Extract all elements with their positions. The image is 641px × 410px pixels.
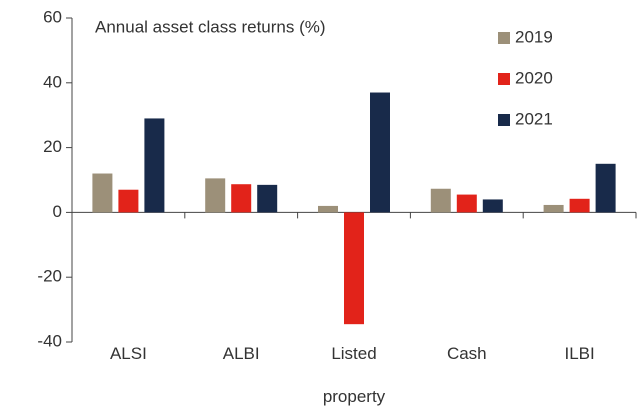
legend-swatch: [498, 32, 510, 44]
legend-swatch: [498, 114, 510, 126]
y-tick-label: -20: [37, 267, 62, 286]
chart-title: Annual asset class returns (%): [95, 17, 326, 36]
bar: [231, 184, 252, 213]
bar: [595, 163, 616, 213]
x-tick-label: ALSI: [109, 344, 147, 363]
bar: [144, 118, 165, 213]
legend-label: 2021: [515, 109, 553, 128]
y-tick-label: 60: [43, 7, 62, 26]
bar: [344, 212, 364, 325]
legend-label: 2019: [515, 27, 553, 46]
bar: [456, 194, 477, 213]
x-tick-label: Cash: [446, 344, 487, 363]
y-tick-label: 0: [53, 202, 62, 221]
bar: [92, 173, 113, 213]
bar: [118, 189, 139, 213]
bar: [370, 92, 390, 213]
y-tick-label: 20: [43, 137, 62, 156]
x-tick-label: Listed property: [322, 344, 386, 406]
bar: [543, 204, 564, 213]
bar: [205, 178, 226, 213]
x-tick-label: ILBI: [564, 344, 595, 363]
legend-swatch: [498, 73, 510, 85]
bar: [257, 184, 278, 213]
bar: [482, 199, 503, 213]
bar: [569, 198, 590, 213]
y-tick-label: 40: [43, 72, 62, 91]
x-tick-label: ALBI: [222, 344, 260, 363]
y-tick-label: -40: [37, 331, 62, 350]
legend-label: 2020: [515, 68, 553, 87]
bar: [318, 205, 338, 213]
bar: [430, 188, 451, 213]
